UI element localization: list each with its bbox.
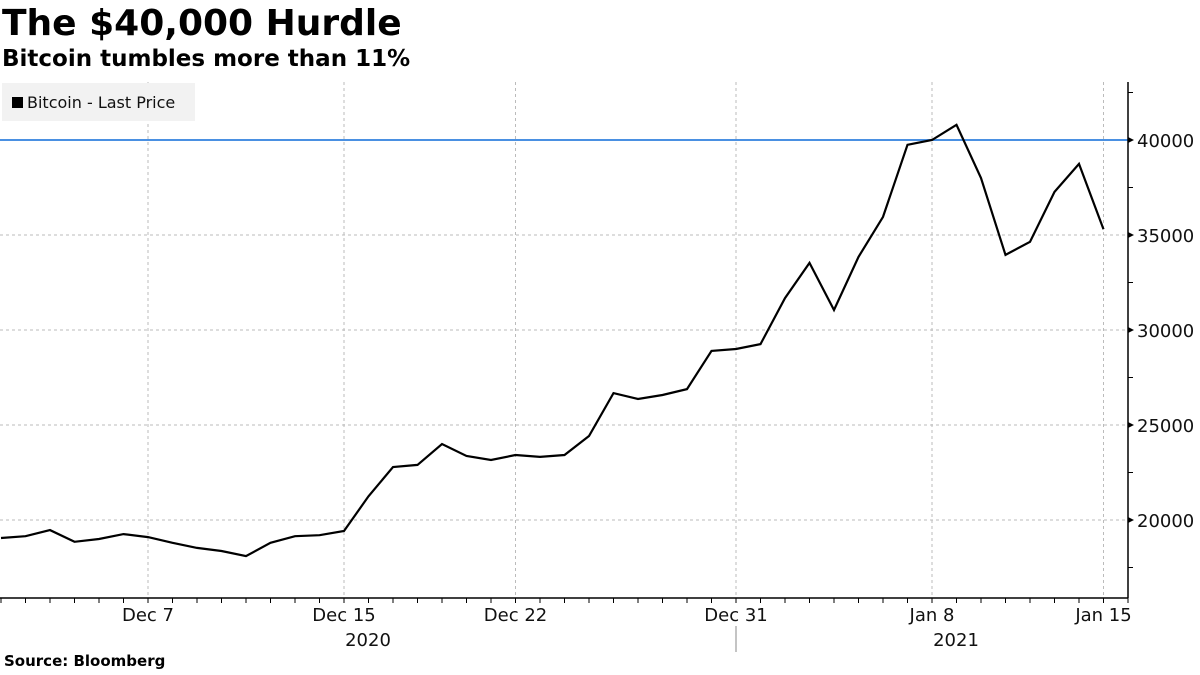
chart-title: The $40,000 Hurdle [2,3,402,44]
x-tick-label: Dec 31 [704,605,767,626]
source-note: Source: Bloomberg [4,652,166,670]
x-tick-label: Dec 22 [484,605,547,626]
x-year-label: 2021 [933,630,979,651]
chart-subtitle: Bitcoin tumbles more than 11% [2,46,411,72]
y-tick-label: 40000 [1137,131,1194,152]
x-year-label: 2020 [345,630,391,651]
legend: Bitcoin - Last Price [2,83,195,121]
grid-lines [0,82,1128,598]
legend-label: Bitcoin - Last Price [27,92,176,112]
y-tick-label: 20000 [1137,511,1194,532]
bitcoin-price-line [0,123,1105,558]
x-tick-label: Dec 15 [312,605,375,626]
y-tick-label: 25000 [1137,416,1194,437]
axes [0,82,1134,652]
y-tick-label: 35000 [1137,226,1194,247]
x-tick-label: Jan 15 [1074,605,1131,626]
x-tick-label: Dec 7 [122,605,174,626]
legend-swatch-icon [12,96,23,108]
y-tick-label: 30000 [1137,321,1194,342]
y-axis-labels: 20000 25000 30000 35000 40000 [1137,131,1194,532]
x-axis-labels: Dec 7 Dec 15 Dec 22 Dec 31 Jan 8 Jan 15 2020 20… [122,605,1132,651]
x-tick-label: Jan 8 [909,605,955,626]
